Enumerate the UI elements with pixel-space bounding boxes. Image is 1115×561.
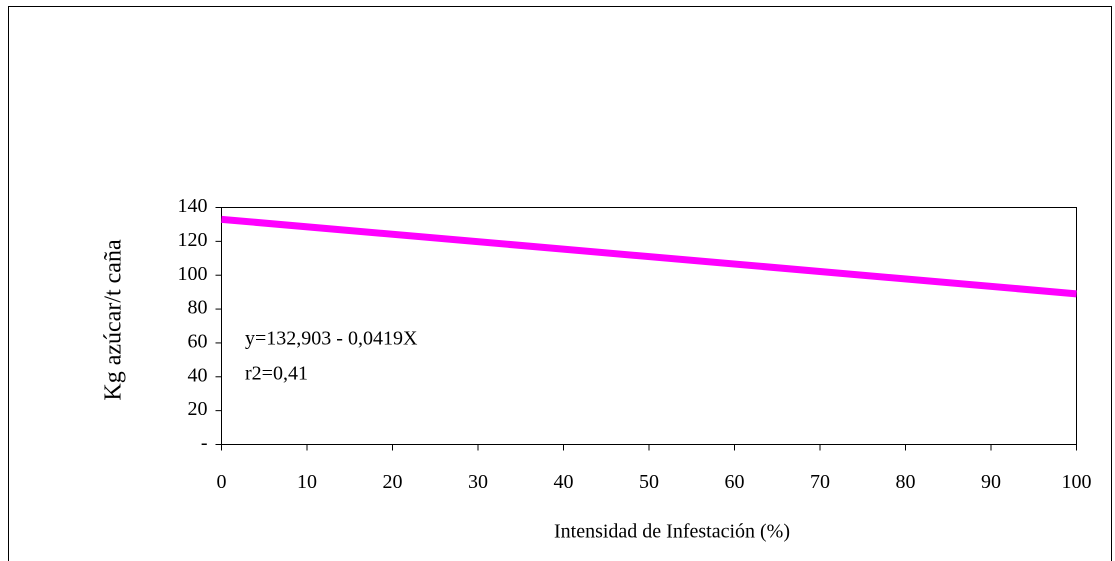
trend-line: [221, 215, 1077, 298]
x-tick-label: 60: [725, 471, 745, 493]
annotation: y=132,903 - 0,0419X: [245, 328, 418, 350]
x-tick-label: 70: [810, 471, 830, 493]
y-tick-label: 120: [178, 229, 208, 251]
y-tick-label: 20: [188, 398, 208, 420]
x-tick-label: 100: [1062, 471, 1092, 493]
x-tick-label: 90: [981, 471, 1001, 493]
y-tick-label: 60: [188, 331, 208, 353]
x-tick-label: 50: [639, 471, 659, 493]
x-axis-title: Intensidad de Infestación (%): [554, 521, 790, 543]
chart-frame: [8, 6, 1112, 561]
x-tick-label: 80: [896, 471, 916, 493]
y-tick-label: 40: [188, 364, 208, 386]
plot-area: [221, 207, 1077, 445]
y-axis-title: Kg azúcar/t caña: [101, 239, 127, 401]
x-tick-label: 40: [554, 471, 574, 493]
x-tick-label: 20: [383, 471, 403, 493]
y-tick-label: -: [201, 432, 208, 454]
x-tick-label: 10: [297, 471, 317, 493]
x-tick-label: 0: [217, 471, 227, 493]
y-tick-label: 100: [178, 263, 208, 285]
x-tick-label: 30: [468, 471, 488, 493]
y-tick-label: 80: [188, 297, 208, 319]
y-tick-label: 140: [178, 195, 208, 217]
annotation: r2=0,41: [245, 363, 308, 385]
